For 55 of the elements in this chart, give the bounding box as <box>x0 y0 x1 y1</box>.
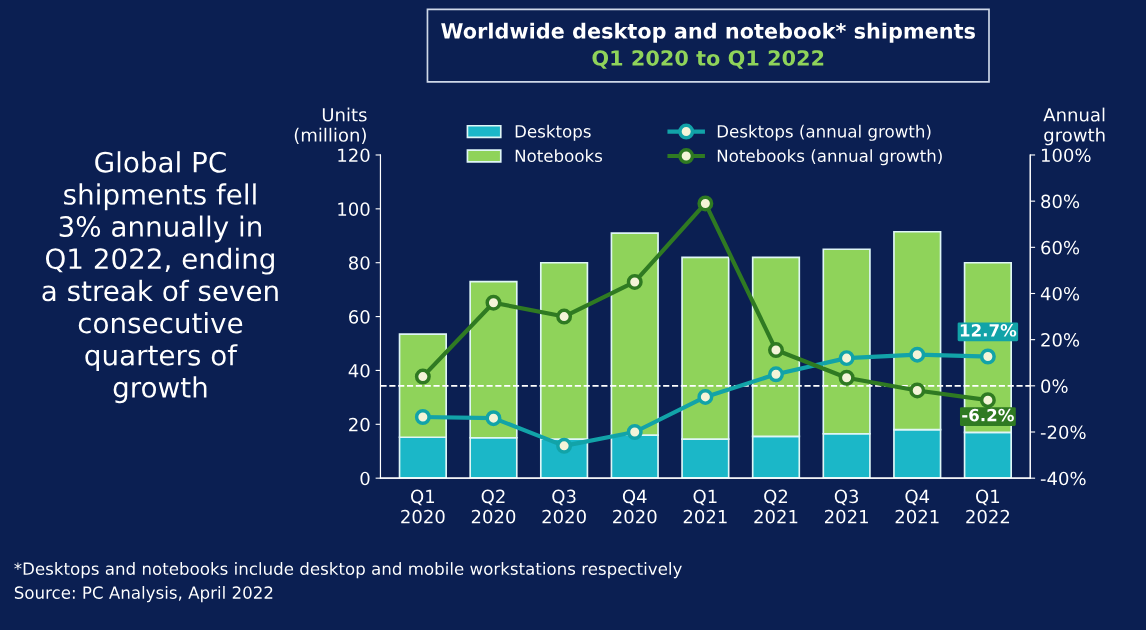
x-tick-label: Q1 2021 <box>683 489 727 524</box>
x-tick-label: Q1 2022 <box>966 489 1010 524</box>
point <box>768 366 784 383</box>
point <box>626 424 643 440</box>
x-tick-label: Q4 2021 <box>895 489 939 524</box>
y-tick-label: 80 <box>349 256 370 270</box>
x-tick-label: Q1 2020 <box>401 489 445 524</box>
y-axis-title: Units (million) <box>294 107 367 144</box>
point <box>979 392 996 409</box>
y-tick-label: 120 <box>338 148 370 163</box>
y2-tick-label: 20% <box>1041 333 1080 347</box>
point <box>414 368 431 385</box>
source-note: Source: PC Analysis, April 2022 <box>14 586 273 603</box>
x-tick-label: Q4 2020 <box>613 489 657 524</box>
point <box>909 382 926 399</box>
point <box>556 308 573 325</box>
y-tick-label: 0 <box>360 471 370 486</box>
data-label: 12.7% <box>960 324 1017 337</box>
point <box>697 195 714 212</box>
data-label: -6.2% <box>962 408 1014 422</box>
point <box>768 342 784 359</box>
point <box>838 350 855 367</box>
point <box>697 388 714 405</box>
legend-label: Desktops (annual growth) <box>717 124 931 141</box>
y-tick-label: 100 <box>338 202 370 216</box>
y2-tick-label: 40% <box>1040 286 1080 301</box>
y-tick-label: 60 <box>349 310 370 324</box>
x-tick-label: Q2 2021 <box>754 489 798 524</box>
y2-tick-label: -20% <box>1040 425 1086 440</box>
y2-tick-label: 100% <box>1041 148 1091 163</box>
x-tick-label: Q3 2021 <box>824 489 868 524</box>
point <box>485 294 502 311</box>
y2-tick-label: 60% <box>1041 240 1080 255</box>
y2-tick-label: 80% <box>1041 194 1080 209</box>
point <box>556 437 573 454</box>
y2-tick-label: 0% <box>1041 379 1068 393</box>
chart-subtitle: Q1 2020 to Q1 2022 <box>592 50 824 69</box>
legend-label: Notebooks <box>515 149 603 163</box>
text: *Desktops and notebooks include desktop and mobile workstations respectively <box>14 562 682 579</box>
point <box>626 273 643 290</box>
legend-label: Notebooks (annual growth) <box>717 149 942 166</box>
text: Global PC shipments fell 3% annually in Q1 2022, ending a streak of seven consecutive quarters of growth <box>42 151 278 404</box>
y-tick-label: 20 <box>349 417 370 432</box>
point <box>414 409 431 425</box>
y2-axis-title: Annual growth <box>1043 107 1105 146</box>
y2-tick-label: -40% <box>1040 471 1086 486</box>
y-tick-label: 40 <box>348 363 370 378</box>
point <box>485 410 502 427</box>
point <box>838 369 855 386</box>
x-tick-label: Q2 2020 <box>471 489 516 524</box>
legend-label: Desktops <box>515 124 591 141</box>
point <box>979 348 996 365</box>
x-tick-label: Q3 2020 <box>542 489 586 524</box>
chart-title: Worldwide desktop and notebook* shipments <box>441 22 975 43</box>
point <box>909 346 926 363</box>
